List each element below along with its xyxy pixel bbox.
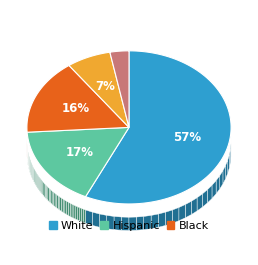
Polygon shape bbox=[57, 195, 58, 209]
Polygon shape bbox=[53, 192, 55, 207]
Polygon shape bbox=[86, 51, 231, 204]
Text: 16%: 16% bbox=[61, 102, 90, 115]
Polygon shape bbox=[45, 184, 46, 199]
Polygon shape bbox=[92, 212, 99, 227]
Polygon shape bbox=[70, 203, 72, 218]
Polygon shape bbox=[76, 206, 78, 220]
Polygon shape bbox=[35, 171, 36, 186]
Polygon shape bbox=[39, 177, 41, 192]
Polygon shape bbox=[107, 215, 114, 230]
Polygon shape bbox=[30, 160, 31, 175]
Polygon shape bbox=[46, 186, 48, 200]
Polygon shape bbox=[151, 214, 158, 229]
Polygon shape bbox=[79, 208, 82, 222]
Polygon shape bbox=[61, 198, 63, 213]
Polygon shape bbox=[52, 191, 53, 205]
Polygon shape bbox=[41, 179, 42, 193]
Polygon shape bbox=[228, 155, 229, 173]
Polygon shape bbox=[78, 207, 79, 221]
Polygon shape bbox=[172, 207, 179, 223]
Text: 17%: 17% bbox=[66, 146, 94, 159]
Polygon shape bbox=[74, 205, 76, 219]
Polygon shape bbox=[179, 205, 185, 221]
Polygon shape bbox=[42, 180, 43, 195]
Polygon shape bbox=[27, 127, 129, 197]
Polygon shape bbox=[63, 199, 65, 214]
Polygon shape bbox=[33, 167, 34, 182]
Polygon shape bbox=[207, 185, 212, 203]
Polygon shape bbox=[129, 217, 136, 231]
Polygon shape bbox=[34, 168, 35, 183]
Polygon shape bbox=[144, 215, 151, 230]
Polygon shape bbox=[27, 65, 129, 132]
Polygon shape bbox=[216, 176, 220, 194]
Polygon shape bbox=[203, 190, 207, 207]
Text: 7%: 7% bbox=[95, 80, 115, 93]
Polygon shape bbox=[67, 201, 68, 215]
Polygon shape bbox=[197, 194, 203, 211]
Polygon shape bbox=[55, 193, 57, 208]
Polygon shape bbox=[65, 200, 67, 215]
Polygon shape bbox=[165, 210, 172, 226]
Polygon shape bbox=[36, 173, 37, 188]
Polygon shape bbox=[31, 164, 32, 178]
Polygon shape bbox=[51, 190, 52, 204]
Polygon shape bbox=[49, 188, 51, 203]
Polygon shape bbox=[72, 204, 74, 218]
Polygon shape bbox=[58, 196, 60, 210]
Legend: White, Hispanic, Black: White, Hispanic, Black bbox=[47, 219, 211, 233]
Polygon shape bbox=[32, 165, 33, 180]
Polygon shape bbox=[86, 210, 92, 226]
Polygon shape bbox=[38, 176, 39, 191]
Polygon shape bbox=[84, 209, 86, 223]
Polygon shape bbox=[122, 217, 129, 231]
Polygon shape bbox=[223, 165, 225, 184]
Polygon shape bbox=[82, 209, 84, 223]
Polygon shape bbox=[230, 144, 231, 162]
Polygon shape bbox=[229, 149, 230, 168]
Polygon shape bbox=[37, 174, 38, 189]
Polygon shape bbox=[29, 157, 30, 172]
Polygon shape bbox=[28, 154, 29, 169]
Polygon shape bbox=[114, 217, 122, 230]
Polygon shape bbox=[136, 217, 144, 230]
Polygon shape bbox=[212, 181, 216, 198]
Polygon shape bbox=[48, 187, 49, 202]
Polygon shape bbox=[191, 198, 197, 215]
Text: 57%: 57% bbox=[173, 131, 201, 144]
Polygon shape bbox=[44, 183, 45, 198]
Polygon shape bbox=[110, 51, 129, 127]
Polygon shape bbox=[225, 160, 228, 179]
Polygon shape bbox=[220, 171, 223, 189]
Polygon shape bbox=[68, 202, 70, 217]
Polygon shape bbox=[185, 201, 191, 218]
Polygon shape bbox=[43, 182, 44, 196]
Polygon shape bbox=[99, 214, 107, 229]
Polygon shape bbox=[60, 197, 61, 211]
Polygon shape bbox=[69, 52, 129, 127]
Polygon shape bbox=[158, 212, 165, 227]
